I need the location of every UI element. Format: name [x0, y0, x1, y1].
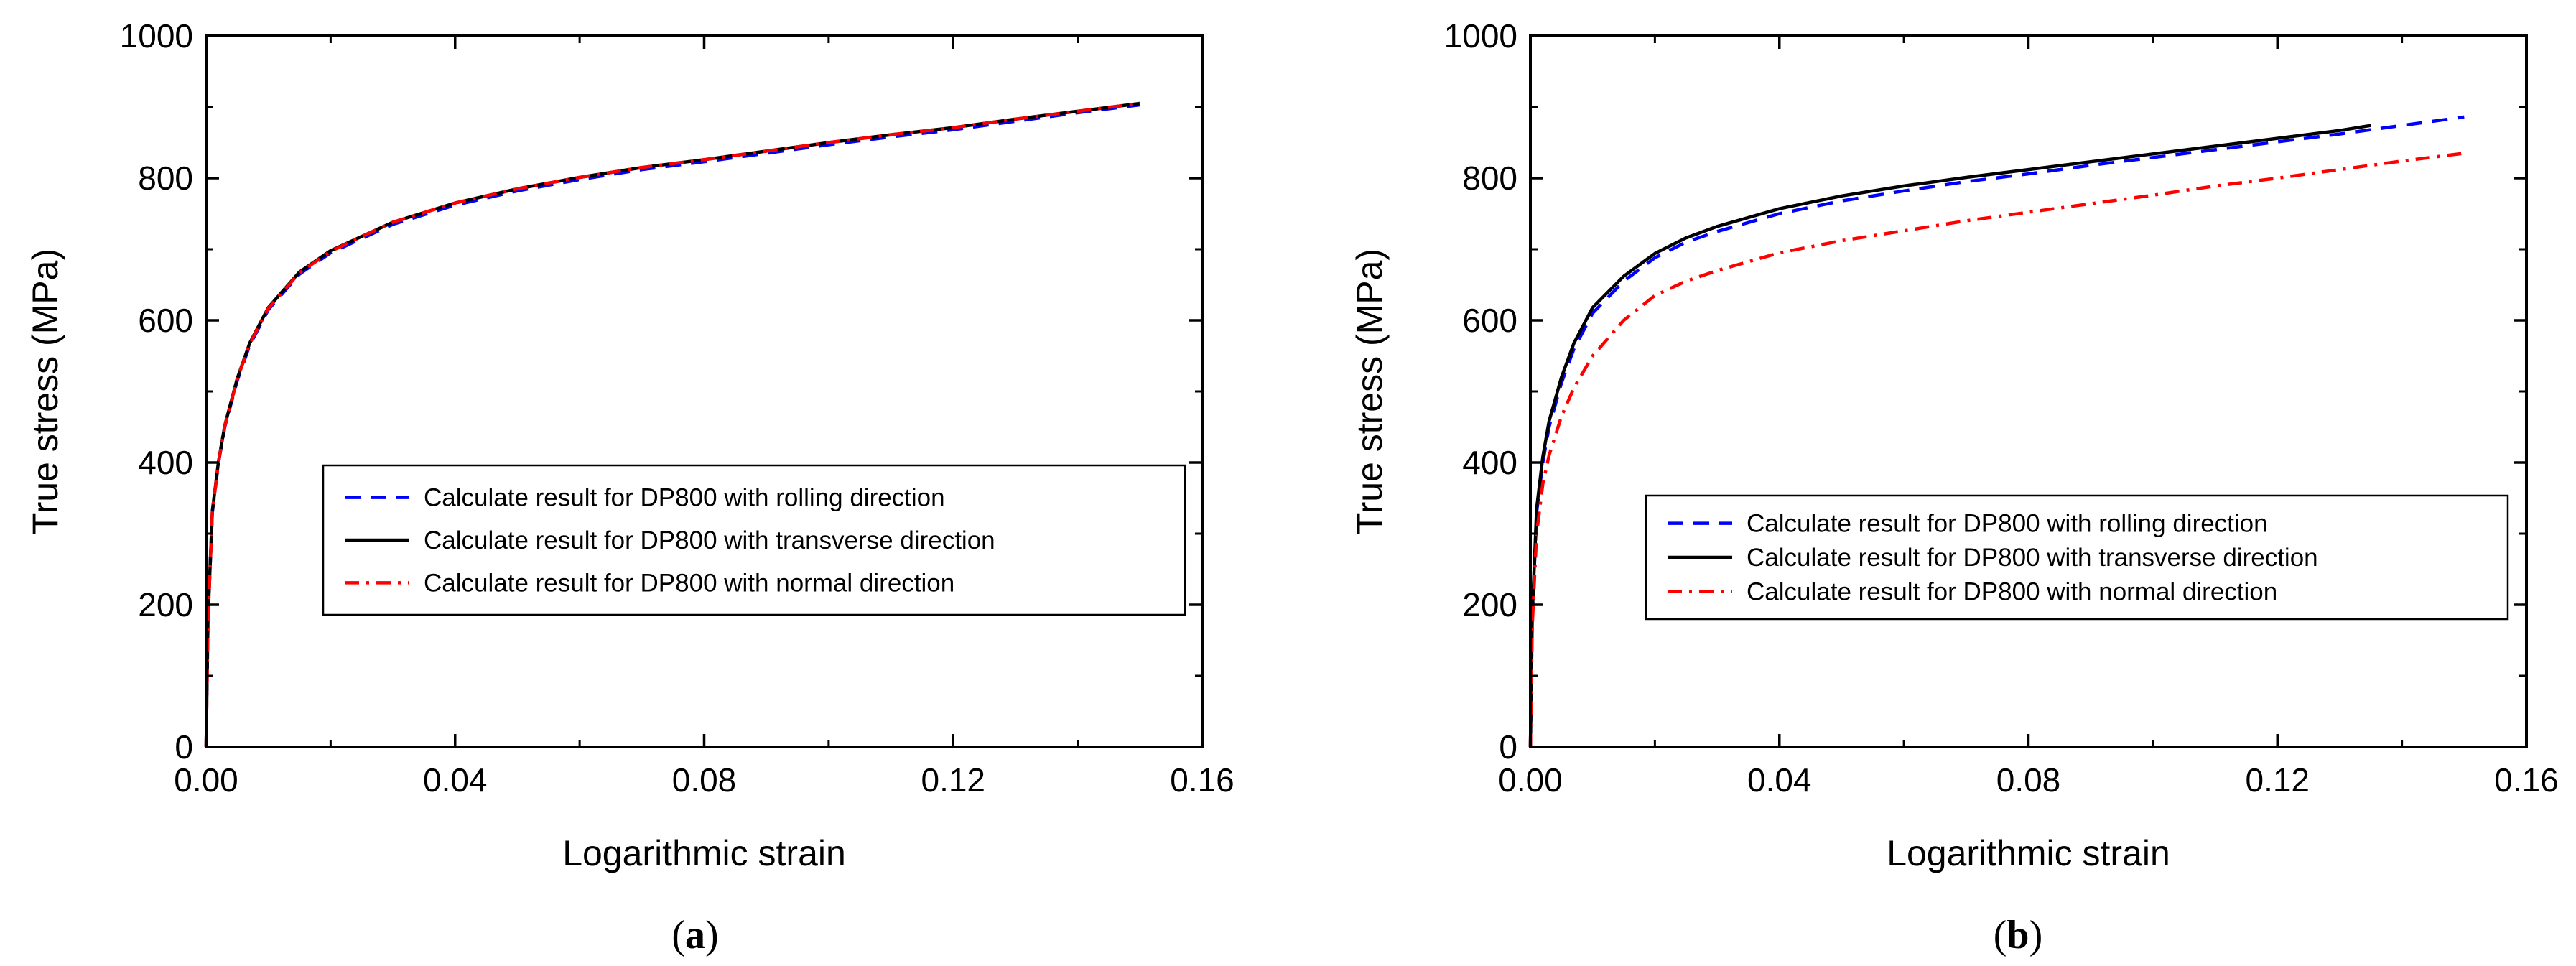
y-tick-label: 400	[138, 444, 193, 481]
legend-box	[1645, 494, 2509, 621]
legend-label-2: Calculate result for DP800 with transver…	[424, 526, 995, 554]
chart-panel-b: 0.00 0.04 0.08 0.12 0.16 0 200 400 600 800 1000 Log…	[1349, 17, 2559, 957]
y-tick-label: 1000	[120, 17, 193, 55]
chart-panel-a: 0.00 0.04 0.08 0.12 0.16 0 200 400 600 800 1000 Log…	[25, 17, 1234, 957]
y-tick-label: 600	[138, 302, 193, 339]
x-tick-label: 0.00	[1498, 761, 1563, 799]
x-tick-label: 0.12	[921, 761, 985, 799]
y-tick-label: 1000	[1444, 17, 1517, 55]
series-line-3	[204, 101, 1140, 748]
legend-label-3: Calculate result for DP800 with normal d…	[424, 569, 954, 597]
panel-caption: (a)	[671, 913, 718, 957]
y-tick-label: 800	[1462, 159, 1517, 197]
x-tick-label: 0.16	[1170, 761, 1234, 799]
legend-label-1: Calculate result for DP800 with rolling …	[424, 484, 945, 512]
legend-label-2: Calculate result for DP800 with transver…	[1747, 544, 2318, 572]
y-tick-label: 0	[1499, 728, 1517, 766]
plot-frame	[205, 34, 1204, 748]
series-line-2	[1528, 124, 2371, 748]
series-line-2	[204, 101, 1140, 748]
y-tick-label: 200	[1462, 586, 1517, 623]
x-tick-label: 0.00	[174, 761, 238, 799]
legend-label-3: Calculate result for DP800 with normal d…	[1747, 577, 2277, 605]
panel-caption: (b)	[1994, 913, 2042, 957]
y-tick-label: 200	[138, 586, 193, 623]
y-axis-title: True stress (MPa)	[25, 249, 65, 534]
x-tick-label: 0.12	[2245, 761, 2310, 799]
y-tick-label: 800	[138, 159, 193, 197]
x-tick-label: 0.16	[2494, 761, 2559, 799]
series-line-3	[1528, 152, 2465, 748]
series-line-1	[204, 103, 1140, 748]
y-tick-label: 400	[1462, 444, 1517, 481]
x-axis-title: Logarithmic strain	[1887, 833, 2170, 873]
legend: Calculate result for DP800 with rolling …	[1645, 494, 2509, 621]
plot-frame	[1529, 34, 2528, 748]
x-tick-label: 0.08	[672, 761, 737, 799]
x-tick-label: 0.08	[1996, 761, 2061, 799]
legend-label-1: Calculate result for DP800 with rolling …	[1747, 510, 2268, 538]
x-tick-label: 0.04	[423, 761, 488, 799]
y-axis-title: True stress (MPa)	[1349, 249, 1390, 534]
series-line-1	[1528, 115, 2465, 748]
x-axis-title: Logarithmic strain	[562, 833, 846, 873]
x-tick-label: 0.04	[1747, 761, 1812, 799]
legend: Calculate result for DP800 with rolling …	[322, 464, 1186, 616]
y-tick-label: 0	[175, 728, 193, 766]
legend-box	[322, 464, 1186, 616]
y-tick-label: 600	[1462, 302, 1517, 339]
